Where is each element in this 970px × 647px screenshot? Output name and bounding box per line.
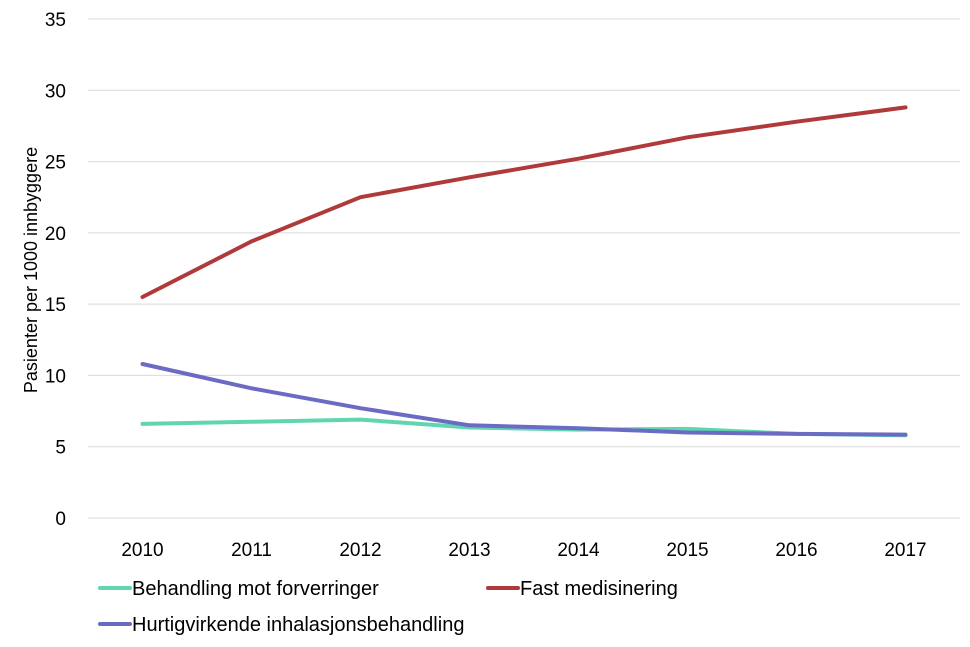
legend: Behandling mot forverringer Fast medisine… — [98, 578, 678, 636]
y-tick-label: 35 — [45, 10, 66, 31]
x-axis-ticks: 2010 2011 2012 2013 2014 2015 2016 2017 — [121, 540, 926, 561]
x-tick-label: 2015 — [666, 540, 708, 561]
series-lines — [140, 105, 908, 438]
series-line-2 — [140, 105, 908, 299]
x-tick-label: 2014 — [557, 540, 600, 561]
y-tick-label: 30 — [45, 81, 66, 102]
x-tick-label: 2011 — [231, 540, 272, 561]
y-tick-label: 10 — [45, 366, 66, 387]
x-tick-label: 2017 — [884, 540, 926, 561]
y-axis-ticks: 0 5 10 15 20 25 30 35 — [45, 10, 66, 530]
y-tick-label: 15 — [45, 295, 66, 316]
legend-label: Hurtigvirkende inhalasjonsbehandling — [132, 614, 464, 636]
y-tick-label: 25 — [45, 153, 66, 174]
legend-item: Hurtigvirkende inhalasjonsbehandling — [98, 614, 464, 636]
y-axis-title: Pasienter per 1000 innbyggere — [21, 147, 41, 393]
x-tick-label: 2010 — [121, 540, 163, 561]
x-tick-label: 2016 — [775, 540, 817, 561]
legend-item: Fast medisinering — [486, 578, 678, 600]
legend-item: Behandling mot forverringer — [98, 578, 379, 600]
y-tick-label: 20 — [45, 224, 66, 245]
y-tick-label: 5 — [55, 438, 66, 459]
x-tick-label: 2013 — [448, 540, 490, 561]
legend-label: Behandling mot forverringer — [132, 578, 379, 600]
series-line-3 — [140, 362, 908, 437]
x-tick-label: 2012 — [339, 540, 381, 561]
legend-label: Fast medisinering — [520, 578, 678, 600]
gridlines — [88, 18, 960, 519]
y-tick-label: 0 — [55, 509, 66, 530]
